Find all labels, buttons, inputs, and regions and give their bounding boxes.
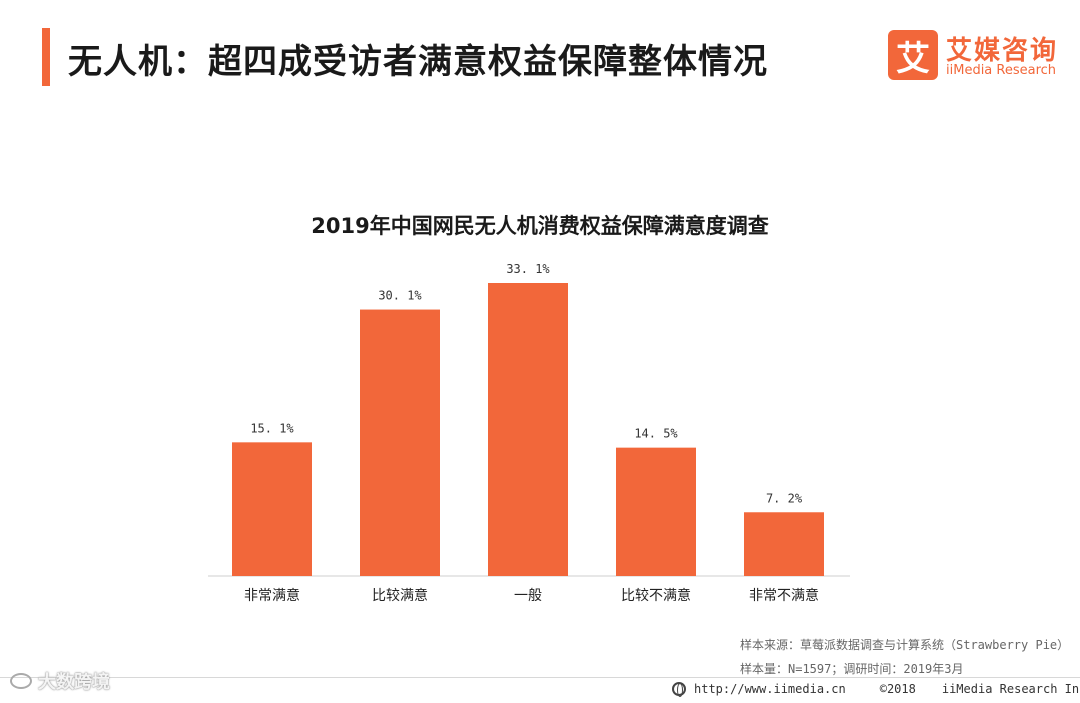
source-note: 样本来源：草莓派数据调查与计算系统（Strawberry Pie） xyxy=(740,638,1070,652)
title-accent-bar xyxy=(42,28,50,86)
logo-badge-icon: 艾 xyxy=(888,30,938,80)
bar xyxy=(232,442,312,576)
category-label: 非常满意 xyxy=(244,587,300,604)
bar-value-label: 15. 1% xyxy=(250,421,294,435)
page-title: 无人机：超四成受访者满意权益保障整体情况 xyxy=(68,42,768,82)
bar xyxy=(360,309,440,576)
footer-company: iiMedia Research Inc xyxy=(941,682,1080,696)
footer-copyright: ©2018 xyxy=(879,682,916,696)
bar-value-label: 14. 5% xyxy=(634,427,678,441)
watermark-text: 大数跨境 xyxy=(38,672,110,693)
watermark: 大数跨境 xyxy=(10,668,110,694)
sample-note: 样本量：N=1597；调研时间：2019年3月 xyxy=(740,662,964,676)
logo-name-en: iiMedia Research xyxy=(946,63,1057,78)
category-label: 比较满意 xyxy=(372,587,428,604)
category-label: 非常不满意 xyxy=(749,587,819,604)
bar-value-label: 7. 2% xyxy=(766,491,803,505)
category-label: 一般 xyxy=(514,588,542,604)
bar xyxy=(744,512,824,576)
chart-title: 2019年中国网民无人机消费权益保障满意度调查 xyxy=(311,214,769,238)
footer-url[interactable]: http://www.iimedia.cn xyxy=(694,682,846,696)
bar-value-label: 33. 1% xyxy=(506,262,550,276)
weibo-icon xyxy=(10,673,32,689)
globe-icon xyxy=(672,682,686,697)
bar xyxy=(488,283,568,576)
bar-value-label: 30. 1% xyxy=(378,289,422,303)
iimedia-logo: 艾 艾媒咨询 iiMedia Research xyxy=(888,30,1068,86)
bar xyxy=(616,447,696,576)
footer: http://www.iimedia.cn ©2018 iiMedia Rese… xyxy=(672,682,1080,697)
category-label: 比较不满意 xyxy=(621,587,691,604)
footer-divider xyxy=(0,677,1080,678)
logo-name-cn: 艾媒咨询 xyxy=(946,36,1059,66)
